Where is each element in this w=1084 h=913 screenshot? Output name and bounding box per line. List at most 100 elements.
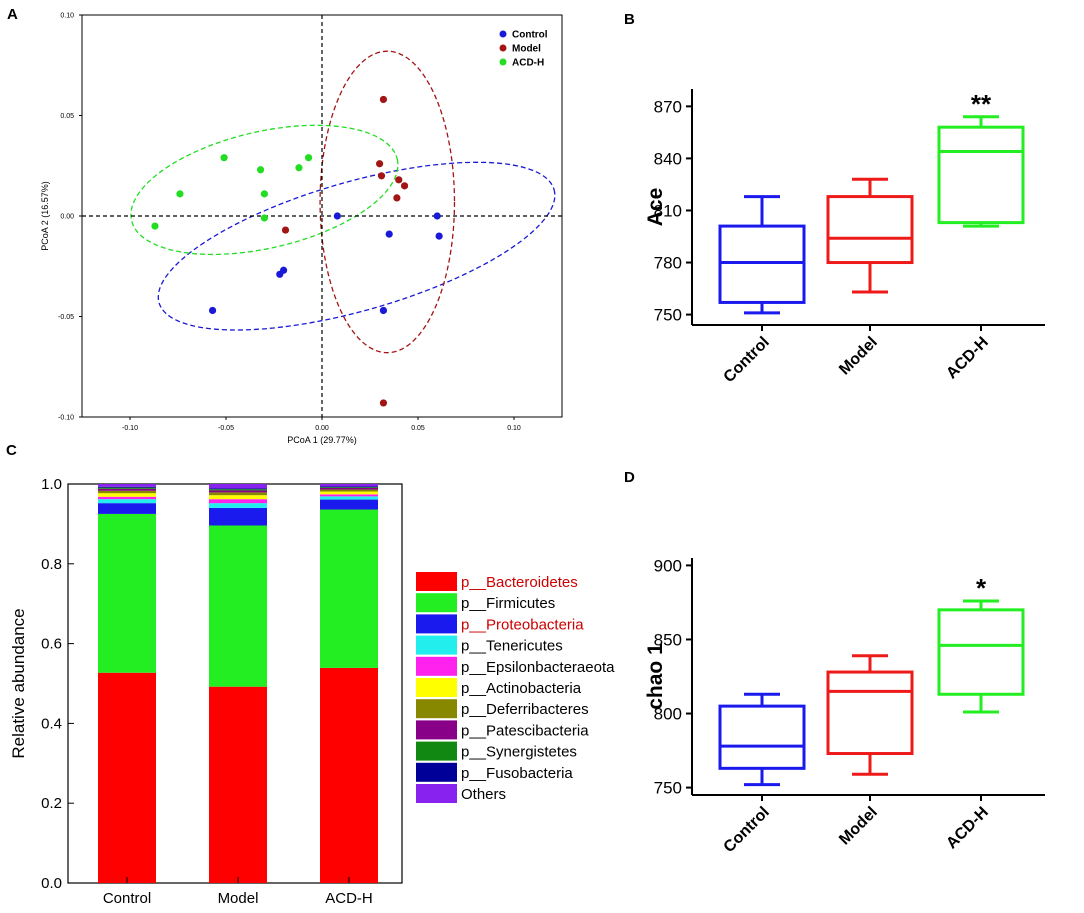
legend-label: p__Proteobacteria	[461, 616, 584, 633]
legend-marker-model	[499, 44, 507, 52]
legend-label: ACD-H	[512, 58, 544, 69]
point-model	[400, 182, 409, 190]
point-control	[433, 212, 441, 220]
legend-swatch	[416, 762, 457, 782]
bar-segment-pfusobacteria	[320, 486, 378, 488]
legend-swatch	[416, 593, 457, 613]
bar-segment-pproteobacteria	[320, 499, 378, 510]
box-iqr-control	[718, 224, 806, 304]
bar-segment-ptenericutes	[98, 499, 156, 504]
x-tick-label: -0.05	[218, 425, 234, 432]
legend-swatch	[416, 614, 457, 634]
point-model	[393, 194, 401, 202]
bar-segment-pdeferribacteres	[320, 489, 378, 492]
bar-segment-pepsilonbacteraeota	[320, 494, 378, 497]
bar-segment-others	[98, 484, 156, 487]
chao1-boxplot-panel: 750 800 850 900 chao 1 Control Model ACD-H *	[644, 556, 1045, 856]
point-control	[379, 306, 388, 315]
bar-segment-others	[209, 484, 267, 489]
point-acd-h	[256, 166, 265, 174]
point-model	[376, 160, 384, 168]
bar-segment-pfusobacteria	[98, 486, 156, 488]
legend-label: p__Bacteroidetes	[461, 574, 578, 591]
bar-segment-pfirmicutes	[209, 525, 267, 687]
x-tick-label: Model	[836, 804, 881, 849]
y-tick-label: 800	[654, 705, 682, 724]
significance-marker: **	[971, 89, 992, 119]
legend-swatch	[416, 678, 457, 697]
panel-label-a: A	[7, 6, 18, 23]
bar-segment-ptenericutes	[209, 503, 267, 508]
y-axis-label: Relative abundance	[9, 608, 28, 758]
x-tick-label: Model	[218, 890, 259, 907]
bar-segment-ptenericutes	[320, 496, 378, 500]
confidence-ellipse-control	[157, 161, 556, 331]
y-tick-label: 0.2	[41, 795, 62, 812]
point-model	[379, 399, 388, 407]
panel-label-c: C	[6, 442, 17, 459]
legend-label: p__Actinobacteria	[461, 680, 582, 697]
legend-marker-acd-h	[499, 58, 507, 66]
y-tick-label: 0.05	[60, 113, 74, 120]
y-tick-label: 0.0	[41, 875, 62, 892]
point-model	[377, 172, 386, 180]
legend-swatch	[416, 635, 457, 655]
bar-segment-pproteobacteria	[209, 507, 267, 526]
x-tick-label: 0.05	[411, 425, 425, 432]
box-iqr-acd-h	[937, 608, 1025, 696]
y-tick-label: 840	[654, 149, 682, 168]
y-tick-label: 0.4	[41, 715, 62, 732]
legend-swatch	[416, 784, 457, 803]
bar-segment-pfirmicutes	[98, 513, 156, 673]
bar-segment-pepsilonbacteraeota	[209, 499, 267, 504]
legend-label: p__Firmicutes	[461, 595, 555, 612]
bar-segment-pepsilonbacteraeota	[98, 496, 156, 500]
confidence-ellipse-acd-h	[130, 124, 399, 256]
bar-segment-pdeferribacteres	[209, 492, 267, 496]
x-tick-label: Control	[103, 890, 151, 907]
legend-label: p__Patescibacteria	[461, 722, 589, 739]
point-control	[280, 266, 288, 274]
legend-swatch	[416, 572, 457, 591]
x-tick-label: Control	[721, 804, 773, 856]
point-acd-h	[260, 214, 268, 222]
y-tick-label: 780	[654, 254, 682, 273]
significance-marker: *	[976, 573, 987, 603]
point-model	[379, 95, 388, 104]
point-control	[208, 306, 217, 315]
point-acd-h	[295, 164, 303, 172]
pcoa-panel: -0.10 -0.05 0.00 0.05 0.10 0.10 0.05 0.00 -0.05 -…	[40, 13, 563, 445]
legend-label: Others	[461, 786, 506, 803]
x-tick-label: -0.10	[122, 425, 138, 432]
x-tick-label: 0.00	[315, 425, 329, 432]
point-acd-h	[220, 154, 228, 162]
box-iqr-control	[718, 704, 806, 770]
bar-segment-others	[320, 484, 378, 487]
bar-segment-pdeferribacteres	[98, 490, 156, 494]
abundance-barchart-panel: 0.0 0.2 0.4 0.6 0.8 1.0 Relative abundance Cont…	[9, 476, 615, 907]
y-tick-label: 850	[654, 630, 682, 649]
box-iqr-acd-h	[937, 125, 1025, 225]
x-tick-label: ACD-H	[943, 804, 991, 852]
point-control	[333, 212, 341, 220]
bar-segment-ppatescibacteria	[209, 490, 267, 493]
legend-label: p__Tenericutes	[461, 638, 563, 655]
x-tick-label: 0.10	[507, 425, 521, 432]
ace-boxplot-panel: 750 780 810 840 870 Ace Control Model ACD-H **	[644, 89, 1045, 386]
y-tick-label: 1.0	[41, 476, 62, 493]
point-control	[385, 230, 393, 238]
y-tick-label: 0.8	[41, 556, 62, 573]
bar-segment-ppatescibacteria	[320, 487, 378, 490]
point-acd-h	[304, 154, 313, 162]
y-tick-label: 750	[654, 779, 682, 798]
bar-segment-pbacteroidetes	[209, 686, 267, 883]
bar-segment-psynergistetes	[98, 487, 156, 489]
y-tick-label: 0.00	[60, 214, 74, 221]
x-tick-label: ACD-H	[325, 890, 373, 907]
y-tick-label: 900	[654, 556, 682, 575]
y-tick-label: 0.6	[41, 636, 62, 653]
y-tick-label: -0.05	[58, 314, 74, 321]
bar-segment-pactinobacteria	[209, 495, 267, 500]
bar-segment-psynergistetes	[320, 487, 378, 488]
